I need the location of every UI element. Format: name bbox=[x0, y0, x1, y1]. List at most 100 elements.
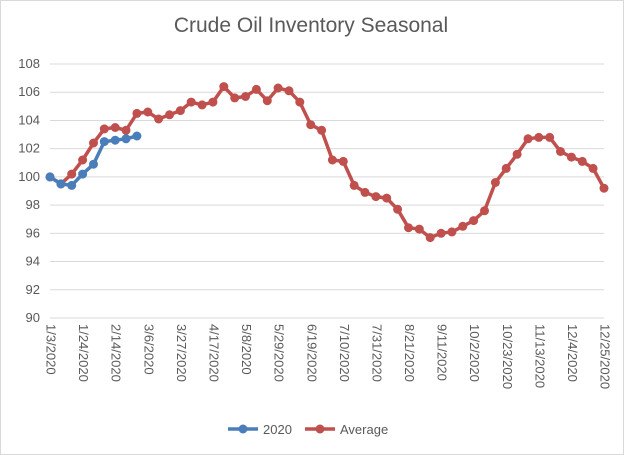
x-tick-label: 9/11/2020 bbox=[435, 324, 450, 381]
x-tick-label: 7/31/2020 bbox=[369, 324, 384, 382]
data-point-average bbox=[154, 114, 164, 124]
y-tick-label: 104 bbox=[18, 112, 40, 127]
x-tick-label: 5/29/2020 bbox=[272, 324, 287, 382]
data-point-average bbox=[132, 108, 142, 118]
data-point-average bbox=[186, 97, 196, 107]
x-tick-label: 12/4/2020 bbox=[565, 324, 580, 382]
data-point-average bbox=[469, 216, 479, 226]
data-point-average bbox=[165, 110, 174, 120]
data-point-2020 bbox=[99, 137, 109, 147]
x-tick-label: 12/25/2020 bbox=[598, 324, 613, 389]
x-tick-label: 8/21/2020 bbox=[402, 324, 417, 382]
data-point-average bbox=[588, 163, 598, 173]
legend: 2020 Average bbox=[228, 422, 388, 437]
data-point-average bbox=[251, 84, 261, 94]
legend-marker-average bbox=[315, 424, 325, 434]
data-point-average bbox=[512, 149, 522, 159]
data-point-average bbox=[458, 221, 468, 231]
data-point-average bbox=[447, 227, 457, 237]
x-tick-label: 10/23/2020 bbox=[500, 324, 515, 389]
data-point-average bbox=[371, 192, 381, 202]
x-tick-label: 1/3/2020 bbox=[44, 324, 59, 375]
x-tick-label: 10/2/2020 bbox=[467, 324, 482, 382]
data-point-average bbox=[219, 82, 229, 92]
y-tick-label: 100 bbox=[18, 169, 40, 184]
grid-lines bbox=[50, 63, 604, 319]
data-point-2020 bbox=[67, 180, 77, 190]
x-tick-label: 6/19/2020 bbox=[304, 324, 319, 382]
data-point-average bbox=[425, 233, 435, 243]
data-point-average bbox=[121, 125, 131, 135]
data-point-average bbox=[393, 204, 403, 214]
data-point-average bbox=[599, 183, 609, 193]
data-point-average bbox=[523, 134, 533, 144]
y-tick-label: 106 bbox=[18, 84, 40, 99]
legend-label-2020: 2020 bbox=[263, 422, 292, 437]
data-point-2020 bbox=[110, 135, 120, 145]
data-point-average bbox=[295, 97, 305, 107]
data-point-average bbox=[262, 96, 272, 106]
chart-title: Crude Oil Inventory Seasonal bbox=[173, 14, 449, 37]
data-point-average bbox=[110, 123, 120, 132]
x-tick-label: 3/27/2020 bbox=[174, 324, 189, 382]
y-axis-ticks: 90 92 94 96 98 100 102 104 106 108 bbox=[18, 56, 40, 325]
y-tick-label: 92 bbox=[26, 282, 40, 297]
series-line-average bbox=[49, 84, 606, 240]
data-point-average bbox=[317, 125, 327, 135]
x-tick-label: 4/17/2020 bbox=[207, 324, 222, 382]
series-group bbox=[45, 82, 609, 243]
data-point-average bbox=[306, 120, 316, 130]
y-tick-label: 108 bbox=[18, 56, 40, 71]
y-tick-label: 94 bbox=[26, 254, 40, 269]
data-point-2020 bbox=[132, 131, 142, 141]
data-point-average bbox=[208, 97, 218, 107]
data-point-average bbox=[197, 100, 207, 110]
data-point-average bbox=[360, 187, 370, 197]
data-point-average bbox=[284, 86, 294, 96]
data-point-average bbox=[436, 228, 446, 238]
data-point-average bbox=[577, 156, 587, 166]
data-point-2020 bbox=[45, 172, 55, 182]
data-point-average bbox=[349, 180, 359, 190]
data-point-average bbox=[327, 155, 337, 165]
x-tick-label: 5/8/2020 bbox=[239, 324, 254, 375]
y-tick-label: 96 bbox=[26, 225, 40, 240]
data-point-average bbox=[89, 138, 98, 148]
data-point-average bbox=[404, 223, 413, 233]
y-tick-label: 90 bbox=[26, 310, 40, 325]
data-point-average bbox=[230, 93, 240, 103]
data-point-average bbox=[501, 163, 511, 173]
data-point-2020 bbox=[121, 134, 131, 144]
data-point-average bbox=[78, 155, 88, 165]
x-tick-label: 2/14/2020 bbox=[109, 324, 124, 382]
data-point-average bbox=[545, 132, 555, 142]
data-point-average bbox=[490, 178, 500, 187]
y-tick-label: 102 bbox=[18, 141, 40, 156]
x-tick-label: 7/10/2020 bbox=[337, 324, 352, 382]
data-point-average bbox=[67, 169, 77, 179]
data-point-average bbox=[556, 147, 565, 156]
x-axis-ticks: 1/3/2020 1/24/2020 2/14/2020 3/6/2020 3/27/2… bbox=[44, 324, 613, 389]
x-tick-label: 3/6/2020 bbox=[141, 324, 156, 375]
legend-marker-2020 bbox=[238, 424, 248, 434]
data-point-average bbox=[480, 206, 489, 216]
y-tick-label: 98 bbox=[26, 197, 40, 212]
data-point-2020 bbox=[78, 169, 88, 179]
data-point-average bbox=[99, 124, 109, 134]
data-point-2020 bbox=[56, 179, 66, 189]
data-point-average bbox=[175, 106, 185, 116]
legend-label-average: Average bbox=[340, 422, 388, 437]
data-point-average bbox=[241, 92, 250, 101]
data-point-average bbox=[414, 224, 424, 234]
data-point-average bbox=[273, 83, 283, 93]
data-point-average bbox=[534, 132, 544, 142]
data-point-2020 bbox=[89, 159, 98, 169]
x-tick-label: 11/13/2020 bbox=[532, 324, 547, 388]
x-tick-label: 1/24/2020 bbox=[76, 324, 91, 382]
data-point-average bbox=[382, 193, 392, 203]
data-point-average bbox=[143, 107, 153, 117]
data-point-average bbox=[566, 152, 576, 162]
data-point-average bbox=[338, 156, 348, 166]
